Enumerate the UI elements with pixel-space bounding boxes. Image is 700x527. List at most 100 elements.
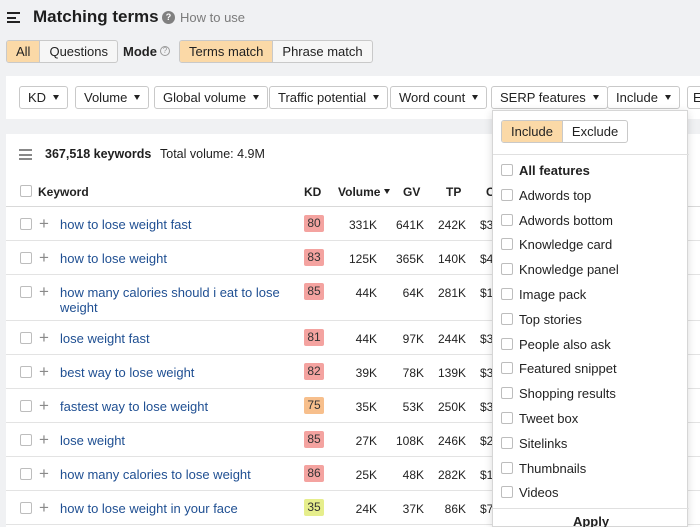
- volume-value: 25K: [355, 468, 377, 482]
- keyword-link[interactable]: best way to lose weight: [60, 365, 195, 380]
- add-to-list-icon[interactable]: +: [39, 430, 49, 449]
- table-row: + fastest way to lose weight 75 35K 53K 250K $…: [6, 389, 700, 423]
- cpc-value: $1: [480, 468, 494, 482]
- option-checkbox[interactable]: [501, 436, 513, 449]
- row-checkbox[interactable]: [20, 366, 32, 378]
- cpc-value: $3: [480, 218, 494, 232]
- keyword-link[interactable]: how many calories should i eat to lose w…: [60, 285, 280, 315]
- tp-value: 281K: [437, 286, 466, 300]
- question-icon[interactable]: ?: [162, 11, 175, 24]
- option-checkbox[interactable]: [501, 263, 513, 276]
- include-filter-button[interactable]: Include: [607, 86, 680, 109]
- tp-value: 139K: [437, 366, 466, 380]
- exclude-tab[interactable]: Exclude: [571, 124, 619, 139]
- add-to-list-icon[interactable]: +: [39, 498, 49, 517]
- keyword-column-header[interactable]: Keyword: [38, 185, 89, 199]
- option-checkbox[interactable]: [501, 164, 513, 176]
- row-checkbox[interactable]: [20, 332, 32, 344]
- gv-value: 365K: [395, 252, 424, 266]
- keyword-link[interactable]: how many calories to lose weight: [60, 467, 251, 482]
- row-checkbox[interactable]: [20, 252, 32, 264]
- add-to-list-icon[interactable]: +: [39, 464, 49, 483]
- questions-tab[interactable]: Questions: [49, 44, 108, 59]
- option-checkbox[interactable]: [501, 213, 513, 226]
- option-checkbox[interactable]: [501, 461, 513, 474]
- question-icon[interactable]: ?: [160, 46, 170, 56]
- row-checkbox[interactable]: [20, 468, 32, 480]
- keyword-link[interactable]: lose weight fast: [60, 331, 150, 346]
- option-checkbox[interactable]: [501, 337, 513, 350]
- row-checkbox[interactable]: [20, 218, 32, 230]
- gv-column-header[interactable]: GV: [403, 185, 421, 199]
- cpc-column-header[interactable]: C: [486, 185, 495, 199]
- option-checkbox[interactable]: [501, 387, 513, 400]
- global-volume-filter-button[interactable]: Global volume: [154, 86, 269, 109]
- keyword-link[interactable]: fastest way to lose weight: [60, 399, 209, 414]
- option-checkbox[interactable]: [501, 188, 513, 201]
- cpc-value: $1: [480, 286, 494, 300]
- include-tab[interactable]: Include: [502, 121, 563, 142]
- caret-down-icon: [664, 95, 671, 100]
- cpc-value: $3: [480, 400, 494, 414]
- gv-value: 78K: [402, 366, 424, 380]
- exclude-filter-button[interactable]: E: [687, 86, 700, 109]
- include-exclude-toggle: Include Exclude: [501, 120, 629, 143]
- kd-badge: 81: [304, 329, 324, 346]
- keyword-link[interactable]: how to lose weight fast: [60, 217, 192, 232]
- phrase-match-tab[interactable]: Phrase match: [282, 44, 363, 59]
- volume-value: 44K: [355, 332, 377, 346]
- option-checkbox[interactable]: [501, 288, 513, 300]
- caret-down-icon: [134, 95, 141, 100]
- columns-icon[interactable]: [19, 149, 32, 163]
- add-to-list-icon[interactable]: +: [39, 362, 49, 381]
- cpc-value: $2: [480, 434, 494, 448]
- apply-button[interactable]: Apply: [572, 514, 610, 527]
- option-label: Adwords top: [519, 187, 592, 203]
- word-count-filter-button[interactable]: Word count: [390, 86, 488, 109]
- row-checkbox[interactable]: [20, 434, 32, 446]
- terms-match-tab[interactable]: Terms match: [180, 41, 274, 62]
- menu-icon[interactable]: [7, 12, 20, 23]
- row-checkbox[interactable]: [20, 400, 32, 412]
- kd-column-header[interactable]: KD: [304, 185, 322, 199]
- option-checkbox[interactable]: [501, 312, 513, 325]
- table-row: + how many calories should i eat to lose …: [6, 275, 700, 321]
- all-tab[interactable]: All: [7, 41, 41, 62]
- tp-value: 244K: [437, 332, 466, 346]
- option-label: Shopping results: [519, 386, 616, 402]
- row-checkbox[interactable]: [20, 502, 32, 514]
- option-checkbox[interactable]: [501, 238, 513, 251]
- caret-down-icon: [53, 95, 60, 100]
- select-all-checkbox[interactable]: [20, 185, 32, 197]
- keyword-link[interactable]: lose weight: [60, 433, 126, 448]
- serp-features-dropdown: Include Exclude All features Adwords top A…: [492, 110, 689, 527]
- keyword-type-toggle: All Questions: [6, 40, 118, 63]
- row-checkbox[interactable]: [20, 286, 32, 298]
- how-to-use-link[interactable]: How to use: [180, 10, 246, 25]
- mode-label: Mode: [123, 44, 157, 59]
- traffic-potential-filter-button[interactable]: Traffic potential: [269, 86, 389, 109]
- table-row: + how to lose weight 83 125K 365K 140K $4: [6, 241, 700, 275]
- tp-column-header[interactable]: TP: [446, 185, 462, 199]
- filter-bar: KD Volume Global volume Traffic potentia…: [6, 76, 700, 119]
- serp-features-filter-button[interactable]: SERP features: [491, 86, 608, 109]
- volume-filter-button[interactable]: Volume: [75, 86, 150, 109]
- add-to-list-icon[interactable]: +: [39, 396, 49, 415]
- add-to-list-icon[interactable]: +: [39, 282, 49, 301]
- option-label: Top stories: [519, 311, 582, 327]
- add-to-list-icon[interactable]: +: [39, 214, 49, 233]
- kd-filter-button[interactable]: KD: [19, 86, 69, 109]
- keyword-link[interactable]: how to lose weight: [60, 251, 167, 266]
- option-checkbox[interactable]: [501, 486, 513, 499]
- option-label: Thumbnails: [519, 460, 587, 476]
- volume-value: 125K: [348, 252, 377, 266]
- volume-column-header[interactable]: Volume: [338, 185, 391, 199]
- kd-badge: 85: [304, 431, 324, 448]
- option-checkbox[interactable]: [501, 362, 513, 375]
- add-to-list-icon[interactable]: +: [39, 328, 49, 347]
- add-to-list-icon[interactable]: +: [39, 248, 49, 267]
- keyword-link[interactable]: how to lose weight in your face: [60, 501, 238, 516]
- option-checkbox[interactable]: [501, 412, 513, 424]
- table-row: + how to lose weight fast 80 331K 641K 242K $3: [6, 207, 700, 241]
- table-row: + lose weight fast 81 44K 97K 244K $3: [6, 321, 700, 355]
